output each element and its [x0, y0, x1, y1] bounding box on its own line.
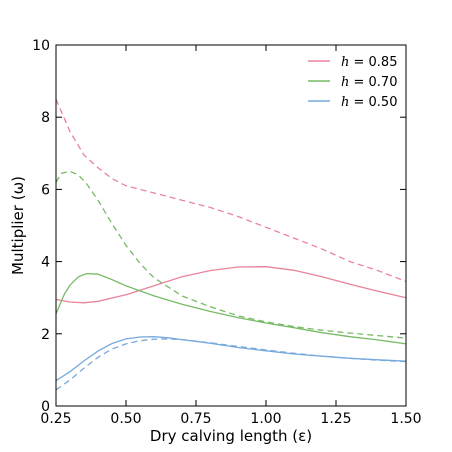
y-tick-label: 4: [41, 255, 50, 271]
legend-var: h: [341, 75, 349, 90]
legend-value: = 0.85: [349, 55, 397, 70]
y-tick-label: 6: [41, 182, 50, 198]
legend-value: = 0.50: [349, 95, 397, 110]
legend-entry: h = 0.70: [308, 75, 397, 90]
legend-var: h: [341, 95, 349, 110]
legend-entry: h = 0.85: [308, 55, 397, 70]
plot-frame: [55, 44, 407, 407]
series-line-h-0-85-dashed: [55, 98, 407, 283]
legend-label: h = 0.85: [341, 55, 397, 70]
x-tick-label: 0.75: [180, 411, 211, 427]
series-line-h-0-85-solid: [55, 266, 407, 304]
series-line-h-0-70-dashed: [55, 170, 407, 339]
tick-layer: 0.25 0.50 0.75 1.00 1.25 1.50 0 2 4 6 8 10: [32, 38, 421, 427]
x-tick-label: 1.25: [320, 411, 351, 427]
legend: h = 0.85 h = 0.70 h = 0.50: [308, 55, 397, 110]
legend-value: = 0.70: [349, 75, 397, 90]
x-axis-label: Dry calving length (ε): [150, 427, 312, 445]
y-tick-label: 0: [41, 399, 50, 415]
x-tick-label: 1.00: [250, 411, 281, 427]
y-tick-label: 2: [41, 327, 50, 343]
y-tick-label: 8: [41, 110, 50, 126]
x-tick-label: 1.50: [390, 411, 421, 427]
series-line-h-0-70-solid: [55, 272, 407, 345]
series-layer: [55, 98, 407, 391]
legend-label: h = 0.50: [341, 95, 397, 110]
legend-label: h = 0.70: [341, 75, 397, 90]
x-tick-label: 0.50: [110, 411, 141, 427]
y-tick-label: 10: [32, 38, 50, 54]
legend-entry: h = 0.50: [308, 95, 397, 110]
series-line-h-0-50-dashed: [55, 338, 407, 391]
y-axis-label: Multiplier (ω): [9, 176, 27, 275]
x-tick-label: 0.25: [40, 411, 71, 427]
legend-var: h: [341, 55, 349, 70]
